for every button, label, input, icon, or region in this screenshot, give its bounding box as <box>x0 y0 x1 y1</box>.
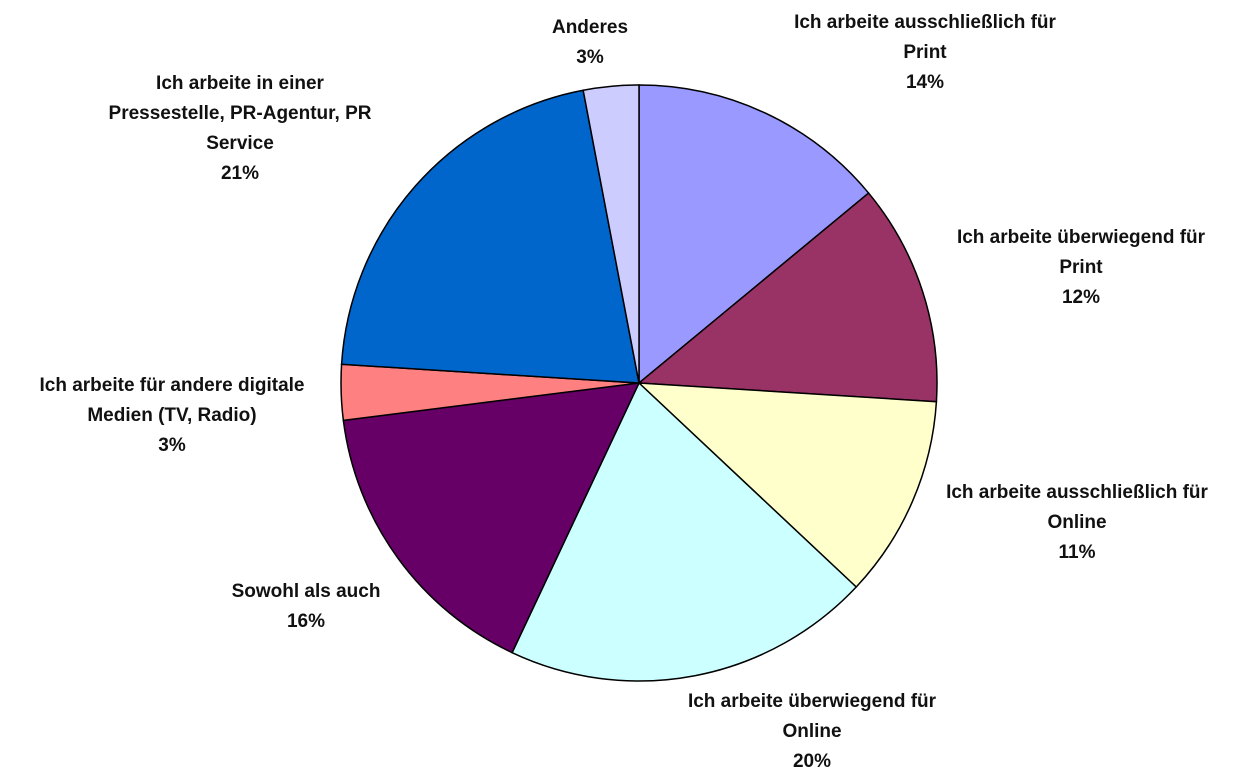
slice-value-label: 12% <box>1062 287 1100 308</box>
slice-value-label: 3% <box>158 435 186 456</box>
slice-label-4: Sowohl als auch 16% <box>232 581 381 632</box>
slice-label-line: Service <box>206 133 274 154</box>
slice-value-label: 14% <box>906 72 944 93</box>
slice-label-line: Print <box>903 42 947 63</box>
slice-label-2: Ich arbeite ausschließlich für Online 11% <box>946 482 1208 563</box>
pie-slice-2 <box>636 382 938 589</box>
slice-label-line: Ich arbeite für andere digitale <box>39 375 304 396</box>
pie-labels: Ich arbeite ausschließlich für Print 14%Ic… <box>39 12 1208 772</box>
slice-label-line: Ich arbeite ausschließlich für <box>794 12 1056 33</box>
pie-slice-6 <box>340 89 640 384</box>
slice-label-3: Ich arbeite überwiegend für Online 20% <box>688 691 937 772</box>
slice-label-line: Online <box>1047 512 1106 533</box>
slice-value-label: 21% <box>221 163 259 184</box>
slice-label-line: Ich arbeite in einer <box>156 73 324 94</box>
slice-label-0: Ich arbeite ausschließlich für Print 14% <box>794 12 1056 93</box>
pie-slice-7 <box>582 84 640 384</box>
slice-value-label: 20% <box>793 751 831 772</box>
pie-slice-3 <box>511 381 858 682</box>
pie-slice-0 <box>638 84 870 385</box>
slice-label-line: Online <box>782 721 841 742</box>
slice-label-line: Medien (TV, Radio) <box>87 405 256 426</box>
slice-value-label: 16% <box>287 611 325 632</box>
slice-label-line: Sowohl als auch <box>232 581 381 602</box>
slice-value-label: 3% <box>576 47 604 68</box>
pie-slice-1 <box>637 191 938 403</box>
slice-label-6: Ich arbeite in einer Pressestelle, PR-Age… <box>109 73 372 184</box>
slice-label-line: Ich arbeite überwiegend für <box>688 691 937 712</box>
slice-label-line: Anderes <box>552 17 628 38</box>
pie-slice-4 <box>342 382 641 654</box>
slice-label-7: Anderes 3% <box>552 17 628 68</box>
slice-label-line: Print <box>1059 257 1103 278</box>
slice-label-1: Ich arbeite überwiegend für Print 12% <box>957 227 1206 308</box>
slice-value-label: 11% <box>1059 542 1096 563</box>
slice-label-line: Ich arbeite ausschließlich für <box>946 482 1208 503</box>
slice-label-line: Ich arbeite überwiegend für <box>957 227 1206 248</box>
slice-label-5: Ich arbeite für andere digitale Medien (T… <box>39 375 304 456</box>
pie-slices <box>340 84 938 682</box>
slice-label-line: Pressestelle, PR-Agentur, PR <box>109 103 372 124</box>
